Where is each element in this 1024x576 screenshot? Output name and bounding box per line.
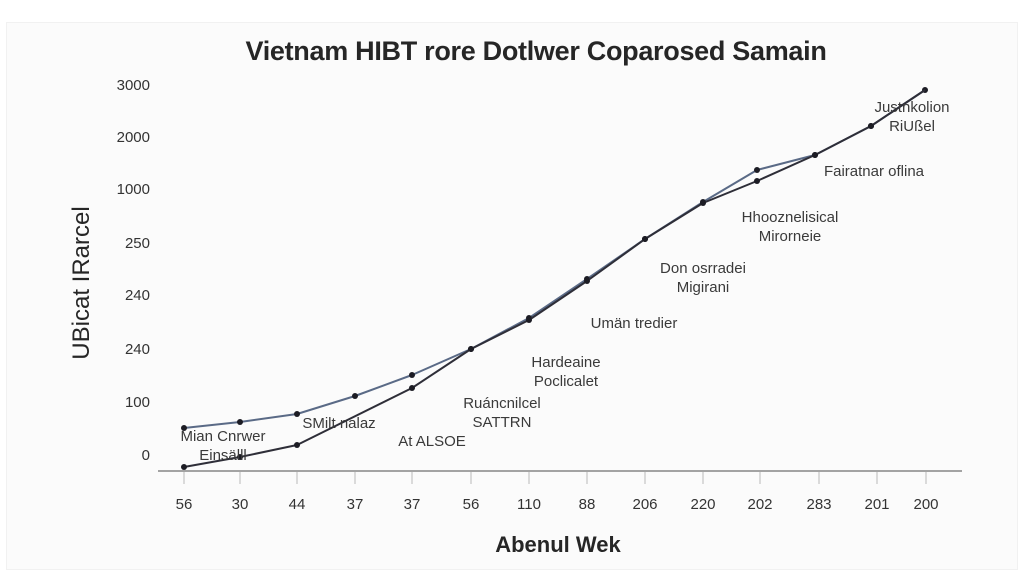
x-tick-label: 206 (632, 496, 658, 513)
series-b-line (183, 89, 926, 468)
annotation-line: Don osrradei (660, 260, 746, 277)
annotation-line: Mirorneie (758, 228, 822, 245)
annotation: Ruáncnilcel SATTRN (452, 394, 552, 432)
annotation-line: RiUßel (889, 118, 935, 135)
annotation: Fairatnar oflina (812, 162, 936, 181)
annotation-line: At ALSOE (398, 433, 466, 450)
annotation-line: Justnkolion (874, 99, 950, 116)
x-tick-label: 56 (462, 496, 480, 513)
annotation-line: SATTRN (472, 414, 532, 431)
annotation-line: Hardeaine (531, 354, 601, 371)
annotation: Justnkolion RiUßel (862, 98, 962, 136)
y-tick-label: 240 (124, 287, 150, 304)
x-axis-ticks (183, 472, 927, 484)
annotation-line: Ruáncnilcel (463, 395, 541, 412)
annotation: Hardeaine Poclicalet (516, 353, 616, 391)
annotation: Hhooznelisical Mirorneie (728, 208, 852, 246)
x-tick-label: 44 (288, 496, 306, 513)
y-tick-label: 240 (124, 341, 150, 358)
annotation-line: Einsälll (199, 447, 247, 464)
x-tick-label: 88 (578, 496, 596, 513)
x-tick-label: 37 (403, 496, 421, 513)
x-tick-label: 37 (346, 496, 364, 513)
y-tick-label: 0 (141, 447, 150, 464)
x-tick-label: 202 (747, 496, 773, 513)
x-tick-label: 283 (806, 496, 832, 513)
x-tick-label: 201 (864, 496, 890, 513)
series-b-markers (181, 123, 874, 470)
annotation: Umän tredier (586, 314, 682, 333)
y-tick-label: 2000 (116, 129, 150, 146)
y-tick-label: 3000 (116, 77, 150, 94)
annotation-line: SMilt nalaz (302, 415, 376, 432)
chart-title: Vietnam HIBT rore Dotlwer Coparosed Sama… (245, 36, 827, 66)
annotation: Don osrradei Migirani (648, 259, 758, 297)
y-tick-label: 1000 (116, 181, 150, 198)
annotation: Mian Cnrwer Einsälll (168, 427, 278, 465)
x-tick-label: 220 (690, 496, 716, 513)
x-tick-label: 30 (231, 496, 249, 513)
y-tick-label: 250 (124, 235, 150, 252)
annotation-line: Migirani (676, 279, 730, 296)
chart-panel (6, 22, 1018, 570)
annotation-line: Umän tredier (590, 315, 678, 332)
x-tick-label: 56 (175, 496, 193, 513)
annotation-line: Fairatnar oflina (823, 163, 925, 180)
x-tick-label: 110 (517, 496, 541, 513)
y-tick-label: 100 (124, 394, 150, 411)
annotation-line: Mian Cnrwer (180, 428, 266, 445)
series-a-line (183, 89, 926, 429)
annotation: At ALSOE (392, 432, 472, 451)
annotation-line: Hhooznelisical (741, 209, 839, 226)
x-axis-label: Abenul Wek (495, 532, 621, 557)
annotation-line: Poclicalet (533, 373, 599, 390)
annotation: SMilt nalaz (294, 414, 384, 433)
x-tick-label: 200 (913, 496, 939, 513)
